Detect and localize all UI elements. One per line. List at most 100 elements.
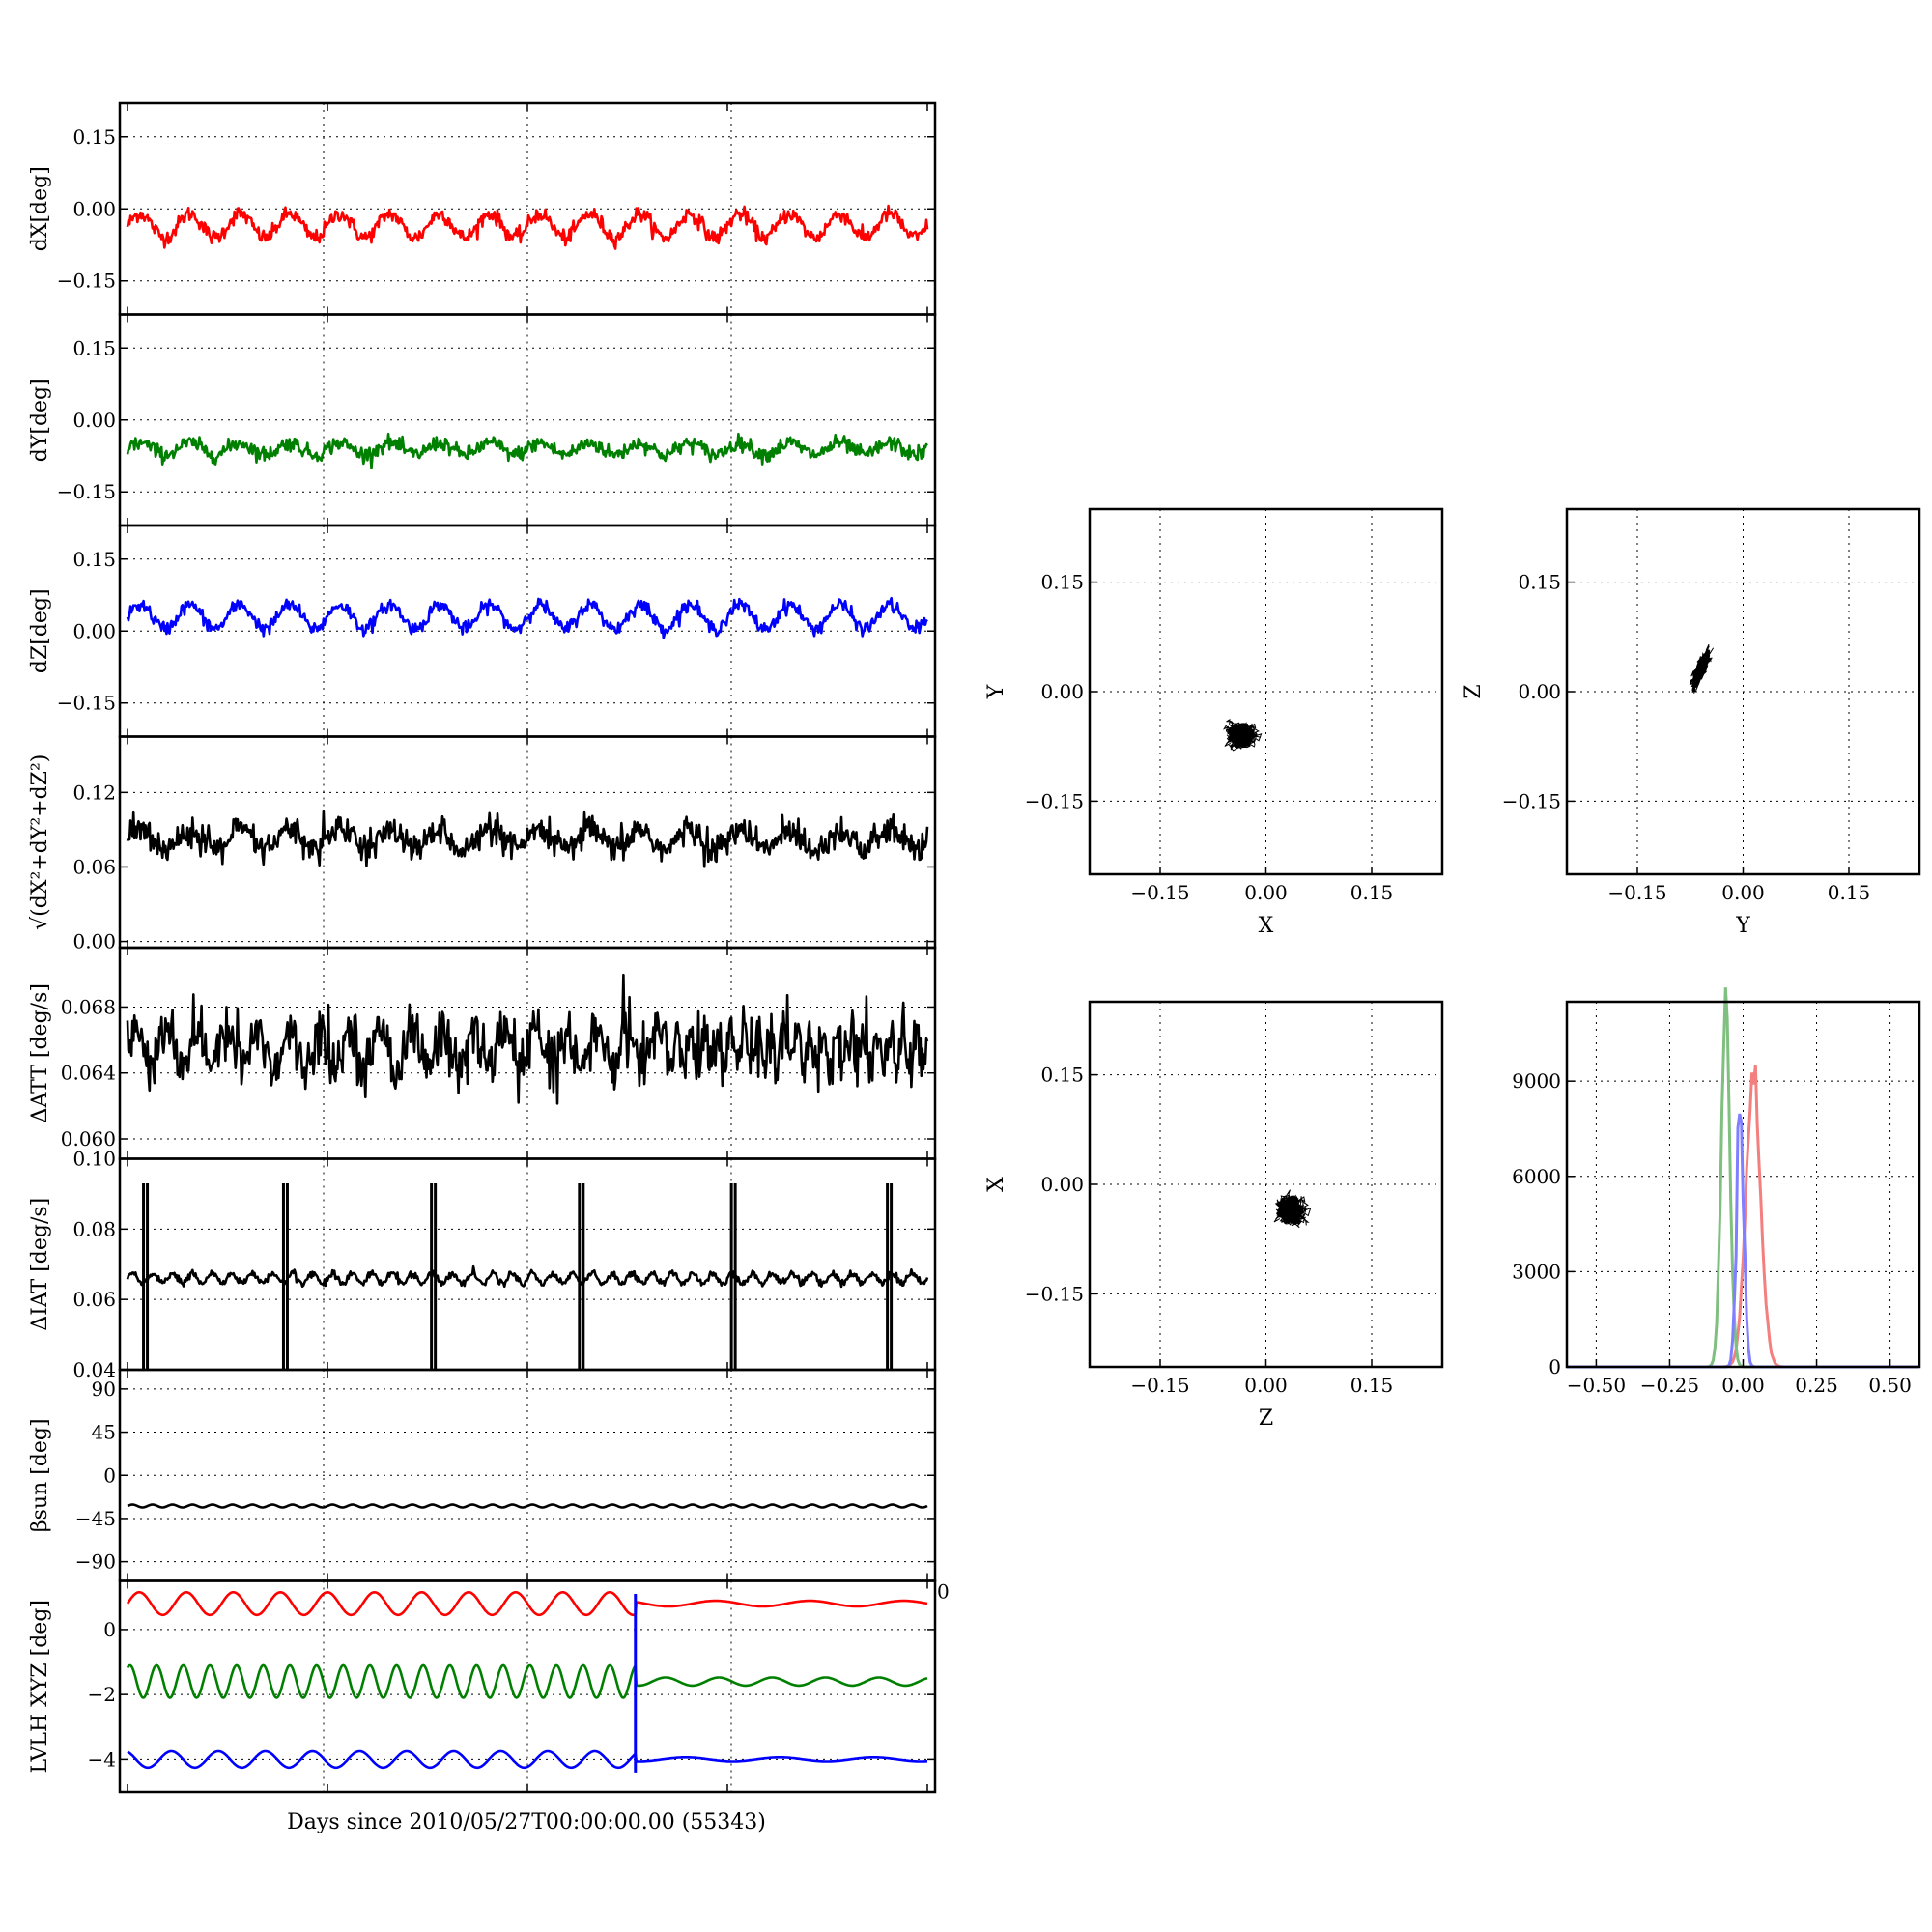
panel-datt: 0.068 0.064 0.060 ΔATT [deg/s]: [28, 946, 937, 1160]
ytick-label-total-2: 0.00: [72, 930, 116, 953]
ytick-label-diat-0: 0.10: [72, 1148, 116, 1171]
xtick-label-zx-2: 0.15: [1350, 1374, 1394, 1397]
ytick-label-dx-0: 0.15: [72, 126, 116, 149]
ytick-label-yz-2: 0.15: [1518, 571, 1561, 594]
hist-xtick-label-4: 0.50: [1868, 1374, 1912, 1397]
scatter-xy: −0.15 −0.15 0.00 0.00 0.15 0.15 X Y: [984, 507, 1444, 938]
iat-spike-0: [142, 1182, 150, 1370]
xtick-label-xy-0: −0.15: [1130, 881, 1189, 904]
hist-xtick-label-1: −0.25: [1640, 1374, 1699, 1397]
ylabel-xy: Y: [984, 684, 1009, 699]
xtick-label-yz-0: −0.15: [1607, 881, 1666, 904]
ytick-label-zx-2: 0.15: [1040, 1064, 1084, 1087]
ytick-label-beta-2: 0: [103, 1463, 116, 1487]
iat-spike-1: [281, 1182, 289, 1370]
xlabel-yz: Y: [1735, 914, 1750, 938]
xtick-label-yz-1: 0.00: [1721, 881, 1765, 904]
ylabel-dx: dX[deg]: [28, 166, 52, 251]
ytick-label-yz-0: −0.15: [1502, 789, 1561, 812]
ytick-label-dx-2: −0.15: [57, 270, 116, 293]
series-line-lvlh-y: [126, 1663, 928, 1699]
ytick-label-yz-1: 0.00: [1518, 680, 1561, 703]
ytick-label-dy-0: 0.15: [72, 336, 116, 359]
xtick-label-xy-2: 0.15: [1350, 881, 1394, 904]
xlabel-zx: Z: [1259, 1406, 1273, 1431]
panel-total: 0.12 0.06 0.00 √(dX²+dY²+dZ²): [28, 735, 937, 953]
series-line-beta-total: [127, 1503, 928, 1509]
ytick-label-diat-3: 0.04: [72, 1358, 116, 1381]
ytick-label-dz-0: 0.15: [72, 548, 116, 571]
xtick-label-zx-0: −0.15: [1130, 1374, 1189, 1397]
histogram: −0.50 −0.25 0.00 0.25 0.50 0 3000 6000 9000: [1512, 987, 1921, 1397]
ylabel-dz: dZ[deg]: [28, 588, 52, 673]
ylabel-beta: βsun [deg]: [28, 1418, 52, 1532]
scatter-points-xy: [1222, 719, 1263, 752]
ytick-label-dz-2: −0.15: [57, 692, 116, 715]
panel-lvlh: 0 −2 −4 LVLH XYZ [deg] 0: [28, 1579, 950, 1794]
ytick-label-datt-1: 0.064: [61, 1062, 116, 1085]
series-line-diat-total: [126, 1264, 929, 1289]
ytick-label-datt-0: 0.068: [61, 995, 116, 1018]
iat-spike-5: [886, 1182, 894, 1370]
ytick-label-datt-2: 0.060: [61, 1127, 116, 1151]
hist-xtick-label-2: 0.00: [1721, 1374, 1765, 1397]
ytick-label-diat-2: 0.06: [72, 1288, 116, 1311]
iat-spike-3: [578, 1182, 585, 1370]
scatter-zx: −0.15 −0.15 0.00 0.00 0.15 0.15 Z X: [984, 1000, 1444, 1431]
ytick-label-xy-1: 0.00: [1040, 680, 1084, 703]
series-line-lvlh-z: [127, 1749, 928, 1770]
xlabel-xy: X: [1259, 914, 1274, 938]
ytick-label-lvlh-0: 0: [103, 1618, 116, 1641]
hist-ytick-label-3: 9000: [1512, 1069, 1561, 1093]
ytick-label-dy-1: 0.00: [72, 409, 116, 432]
ylabel-datt: ΔATT [deg/s]: [28, 983, 52, 1122]
ylabel-lvlh: LVLH XYZ [deg]: [28, 1600, 52, 1774]
hist-xtick-label-0: −0.50: [1567, 1374, 1626, 1397]
panel-diat: 0.10 0.08 0.06 0.04 ΔIAT [deg/s]: [28, 1148, 937, 1381]
iat-spike-4: [729, 1182, 737, 1370]
ytick-label-total-1: 0.06: [72, 855, 116, 878]
scatter-yz: −0.15 −0.15 0.00 0.00 0.15 0.15 Y Z: [1462, 507, 1921, 938]
panel-frame-diat: [118, 1157, 937, 1372]
histogram-series-2: [1567, 1113, 1918, 1369]
series-line-lvlh-x: [126, 1591, 928, 1617]
series-line-dy-y: [126, 432, 928, 469]
extra-tick-label-lvlh: 0: [937, 1580, 950, 1604]
ylabel-total: √(dX²+dY²+dZ²): [28, 754, 52, 930]
xtick-label-zx-1: 0.00: [1244, 1374, 1288, 1397]
ytick-label-dx-1: 0.00: [72, 197, 116, 220]
ytick-label-beta-3: −45: [75, 1507, 116, 1530]
ylabel-diat: ΔIAT [deg/s]: [28, 1198, 52, 1331]
ytick-label-zx-0: −0.15: [1025, 1282, 1084, 1305]
panel-beta: 90 45 0 −45 −90 βsun [deg]: [28, 1368, 937, 1582]
ytick-label-beta-4: −90: [75, 1550, 116, 1574]
ytick-label-xy-2: 0.15: [1040, 571, 1084, 594]
xtick-label-yz-2: 0.15: [1828, 881, 1871, 904]
ytick-label-lvlh-1: −2: [88, 1683, 116, 1706]
panel-frame-total: [118, 735, 937, 950]
ylabel-yz: Z: [1462, 684, 1486, 698]
series-line-dz-z: [126, 596, 928, 639]
hist-ytick-label-1: 3000: [1512, 1260, 1561, 1283]
ytick-label-diat-1: 0.08: [72, 1217, 116, 1240]
hist-xtick-label-3: 0.25: [1795, 1374, 1838, 1397]
x-axis-label: Days since 2010/05/27T00:00:00.00 (55343…: [287, 1810, 766, 1834]
ylabel-zx: X: [984, 1177, 1009, 1192]
scatter-points-yz: [1689, 643, 1715, 695]
xtick-label-xy-1: 0.00: [1244, 881, 1288, 904]
series-line-dx-x: [126, 204, 929, 250]
ylabel-dy: dY[deg]: [28, 378, 52, 462]
ytick-label-total-0: 0.12: [72, 781, 116, 804]
iat-spike-2: [430, 1182, 438, 1370]
ytick-label-dz-1: 0.00: [72, 619, 116, 642]
ytick-label-beta-1: 45: [92, 1421, 116, 1444]
hist-ytick-label-0: 0: [1548, 1355, 1561, 1378]
ytick-label-beta-0: 90: [92, 1378, 116, 1401]
series-line-total-total: [126, 810, 929, 868]
series-line-datt-total: [126, 973, 929, 1105]
scatter-points-zx: [1273, 1189, 1312, 1229]
hist-ytick-label-2: 6000: [1512, 1165, 1561, 1188]
